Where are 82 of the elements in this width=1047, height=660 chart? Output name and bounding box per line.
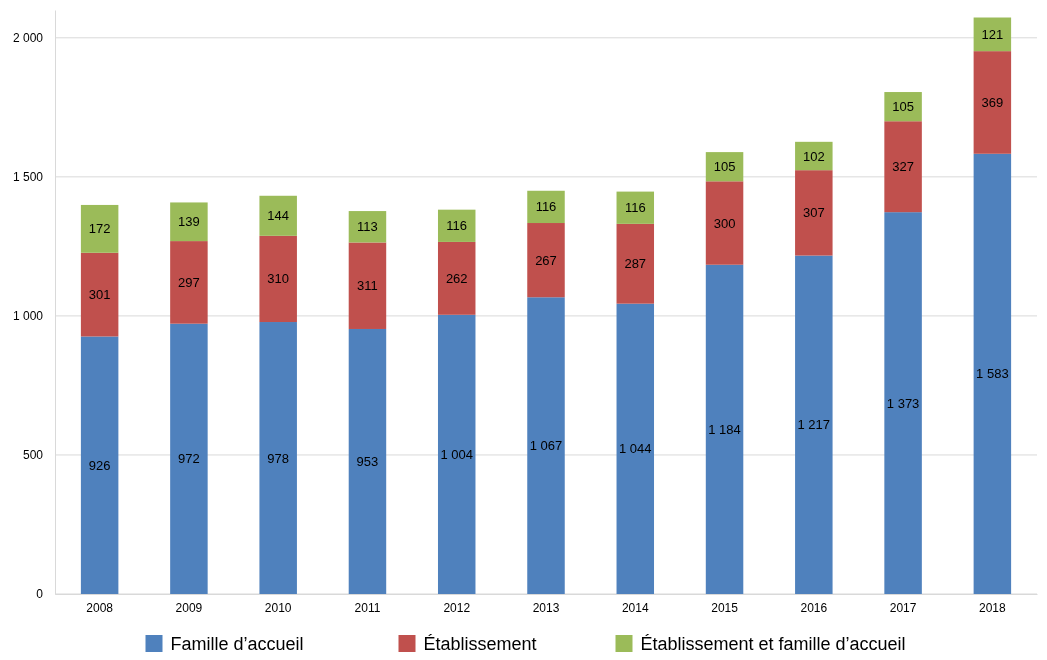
x-tick-label: 2008: [86, 600, 114, 615]
bar: [884, 92, 922, 122]
bar: [348, 242, 387, 329]
data-label: 1 004: [440, 446, 473, 462]
data-label: 926: [88, 457, 111, 473]
legend-label: Famille d’accueil: [170, 634, 304, 654]
bar: [884, 121, 922, 213]
data-label: 1 583: [976, 366, 1009, 382]
data-label: 300: [713, 215, 736, 231]
bar: [170, 202, 208, 242]
y-tick-label: 1 500: [12, 170, 44, 185]
data-label: 116: [446, 218, 468, 234]
bar: [259, 235, 297, 323]
bar: [437, 314, 476, 594]
legend-label: Établissement: [423, 634, 537, 654]
x-tick-label: 2011: [354, 600, 381, 615]
bar: [705, 264, 744, 594]
legend-label: Établissement et famille d’accueil: [640, 634, 906, 654]
bar: [437, 209, 476, 242]
data-label: 116: [535, 199, 557, 215]
data-label: 1 044: [619, 441, 652, 457]
data-label: 297: [178, 274, 200, 290]
data-label: 113: [357, 219, 378, 235]
bar: [795, 255, 833, 594]
data-label: 310: [267, 271, 290, 287]
bar: [348, 328, 387, 594]
data-label: 978: [267, 450, 290, 466]
x-tick-label: 2012: [443, 600, 471, 615]
bar: [170, 241, 208, 324]
data-label: 311: [357, 278, 378, 294]
bar: [616, 191, 655, 224]
bar: [80, 252, 119, 337]
data-label: 287: [624, 256, 647, 272]
x-tick-label: 2010: [264, 600, 292, 615]
data-label: 369: [981, 94, 1004, 110]
bar: [80, 336, 119, 594]
data-label: 172: [88, 221, 111, 237]
data-label: 105: [713, 159, 736, 175]
data-label: 1 373: [886, 395, 920, 411]
data-label: 1 067: [529, 438, 563, 454]
x-tick-label: 2017: [889, 600, 917, 615]
x-tick-label: 2014: [621, 600, 649, 615]
data-label: 267: [535, 252, 557, 268]
bar: [616, 303, 655, 594]
y-tick-label: 0: [36, 587, 44, 602]
x-tick-label: 2015: [711, 600, 739, 615]
data-label: 139: [178, 214, 200, 230]
x-tick-label: 2013: [532, 600, 560, 615]
data-label: 953: [356, 453, 379, 469]
bar: [884, 212, 922, 594]
bar: [973, 51, 1012, 154]
x-tick-label: 2009: [175, 600, 203, 615]
y-tick-label: 2 000: [12, 31, 44, 46]
bar: [795, 170, 833, 256]
data-label: 1 184: [708, 421, 741, 437]
data-label: 121: [981, 26, 1004, 42]
data-label: 262: [445, 270, 468, 286]
data-label: 116: [624, 200, 646, 216]
bar: [259, 322, 297, 594]
bar: [973, 153, 1012, 594]
bar: [705, 181, 744, 265]
data-label: 972: [178, 451, 200, 467]
data-label: 1 217: [797, 417, 831, 433]
bar: [616, 223, 655, 304]
data-label: 144: [267, 208, 290, 224]
data-label: 301: [88, 287, 111, 303]
bar: [80, 204, 119, 253]
bar: [437, 241, 476, 315]
x-tick-label: 2018: [979, 600, 1007, 615]
bar: [259, 195, 297, 236]
x-tick-label: 2016: [800, 600, 828, 615]
data-label: 307: [802, 205, 825, 221]
bar: [527, 223, 565, 298]
bar: [170, 323, 208, 594]
y-tick-label: 500: [22, 448, 44, 463]
data-label: 102: [802, 148, 825, 164]
bar: [795, 141, 833, 171]
y-tick-label: 1 000: [12, 309, 44, 324]
bar: [527, 297, 565, 594]
data-label: 327: [892, 159, 914, 175]
data-label: 105: [892, 99, 914, 115]
bar: [527, 190, 565, 224]
